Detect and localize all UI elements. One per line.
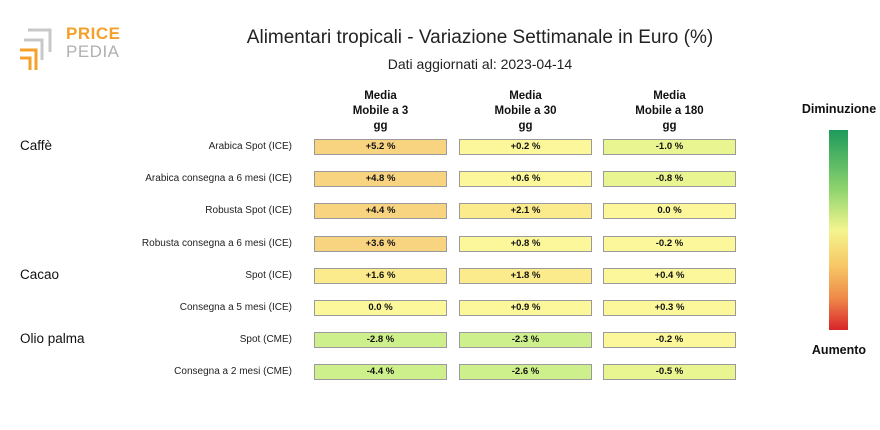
value-cell: -4.4 % bbox=[314, 364, 447, 381]
pricepedia-logo: PRICE PEDIA bbox=[18, 24, 128, 74]
group-label: Cacao bbox=[20, 266, 60, 282]
row-label: Consegna a 5 mesi (ICE) bbox=[179, 302, 292, 313]
row-label: Arabica Spot (ICE) bbox=[208, 141, 292, 152]
color-scale-bar bbox=[829, 130, 848, 330]
column-header-line: gg bbox=[662, 120, 677, 132]
value-cell: 0.0 % bbox=[603, 203, 736, 220]
logo-word-pedia: PEDIA bbox=[66, 42, 120, 61]
value-cell: +5.2 % bbox=[314, 139, 447, 155]
row-label: Arabica consegna a 6 mesi (ICE) bbox=[145, 173, 292, 185]
scale-bottom-label: Aumento bbox=[811, 343, 867, 357]
value-cell: -0.5 % bbox=[603, 364, 736, 381]
column-header: Media Mobile a 180 gg bbox=[600, 89, 740, 134]
column-header-line: gg bbox=[518, 120, 533, 132]
column-header-line: gg bbox=[373, 120, 388, 132]
row-label: Spot (CME) bbox=[239, 334, 292, 346]
value-cell: -2.8 % bbox=[314, 332, 447, 349]
value-cell: -0.2 % bbox=[603, 235, 736, 252]
value-cell: +0.9 % bbox=[459, 300, 592, 316]
value-cell: +0.3 % bbox=[603, 300, 736, 316]
column-header: Media Mobile a 30 gg bbox=[456, 89, 596, 134]
value-cell: -2.6 % bbox=[459, 364, 592, 381]
value-cell: 0.0 % bbox=[314, 300, 447, 316]
value-cell: +0.6 % bbox=[459, 171, 592, 188]
column-header-line: Media bbox=[364, 90, 397, 102]
value-cell: -0.8 % bbox=[603, 171, 736, 188]
column-header-line: Media bbox=[509, 90, 542, 102]
logo-word-price: PRICE bbox=[66, 24, 121, 43]
chart-title: Alimentari tropicali - Variazione Settim… bbox=[246, 27, 714, 48]
column-header-line: Mobile a 30 bbox=[494, 105, 557, 117]
logo-mark-icon bbox=[20, 28, 52, 70]
value-cell: +0.4 % bbox=[603, 267, 736, 284]
value-cell: +4.8 % bbox=[314, 171, 447, 188]
column-header-line: Media bbox=[653, 90, 686, 102]
value-cell: -2.3 % bbox=[459, 332, 592, 349]
value-cell: -1.0 % bbox=[603, 139, 736, 155]
value-cell: +3.6 % bbox=[314, 235, 447, 252]
value-cell: -0.2 % bbox=[603, 332, 736, 349]
chart-subtitle: Dati aggiornati al: 2023-04-14 bbox=[387, 56, 573, 72]
column-header-line: Mobile a 180 bbox=[635, 105, 704, 117]
value-cell: +1.6 % bbox=[314, 267, 447, 284]
column-header: Media Mobile a 3 gg bbox=[311, 89, 451, 134]
row-label: Robusta Spot (ICE) bbox=[205, 205, 292, 217]
group-label: Caffè bbox=[20, 138, 53, 153]
value-cell: +0.2 % bbox=[459, 139, 592, 155]
value-cell: +0.8 % bbox=[459, 235, 592, 252]
value-cell: +4.4 % bbox=[314, 203, 447, 220]
row-label: Spot (ICE) bbox=[245, 269, 292, 281]
column-header-line: Mobile a 3 bbox=[352, 105, 409, 117]
row-label: Consegna a 2 mesi (CME) bbox=[174, 366, 292, 378]
group-label: Olio palma bbox=[20, 331, 85, 347]
scale-top-label: Diminuzione bbox=[801, 102, 877, 116]
value-cell: +1.8 % bbox=[459, 267, 592, 284]
row-label: Robusta consegna a 6 mesi (ICE) bbox=[141, 237, 292, 249]
value-cell: +2.1 % bbox=[459, 203, 592, 220]
